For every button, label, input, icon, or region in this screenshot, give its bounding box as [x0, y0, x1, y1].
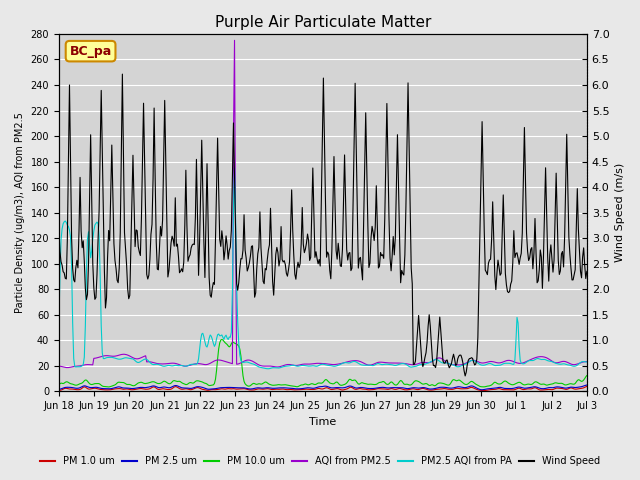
Y-axis label: Particle Density (ug/m3), AQI from PM2.5: Particle Density (ug/m3), AQI from PM2.5: [15, 112, 25, 313]
Text: BC_pa: BC_pa: [70, 45, 112, 58]
Title: Purple Air Particulate Matter: Purple Air Particulate Matter: [214, 15, 431, 30]
Legend: PM 1.0 um, PM 2.5 um, PM 10.0 um, AQI from PM2.5, PM2.5 AQI from PA, Wind Speed: PM 1.0 um, PM 2.5 um, PM 10.0 um, AQI fr…: [36, 453, 604, 470]
Y-axis label: Wind Speed (m/s): Wind Speed (m/s): [615, 163, 625, 262]
X-axis label: Time: Time: [309, 417, 337, 427]
